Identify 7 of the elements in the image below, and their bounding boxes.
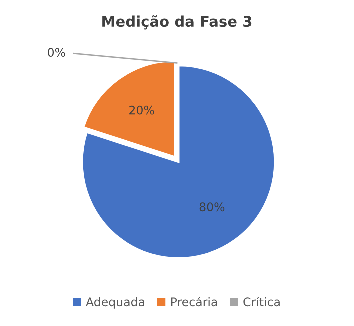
text: 0% [48,48,66,58]
legend-label: Precária [172,296,218,307]
data-label: 20% [130,106,154,115]
chart-title: Medição da Fase 3 [102,16,252,30]
legend-label: Adequada [86,297,144,309]
data-label: 80% [200,202,225,212]
legend-label: Crítica [244,296,280,307]
